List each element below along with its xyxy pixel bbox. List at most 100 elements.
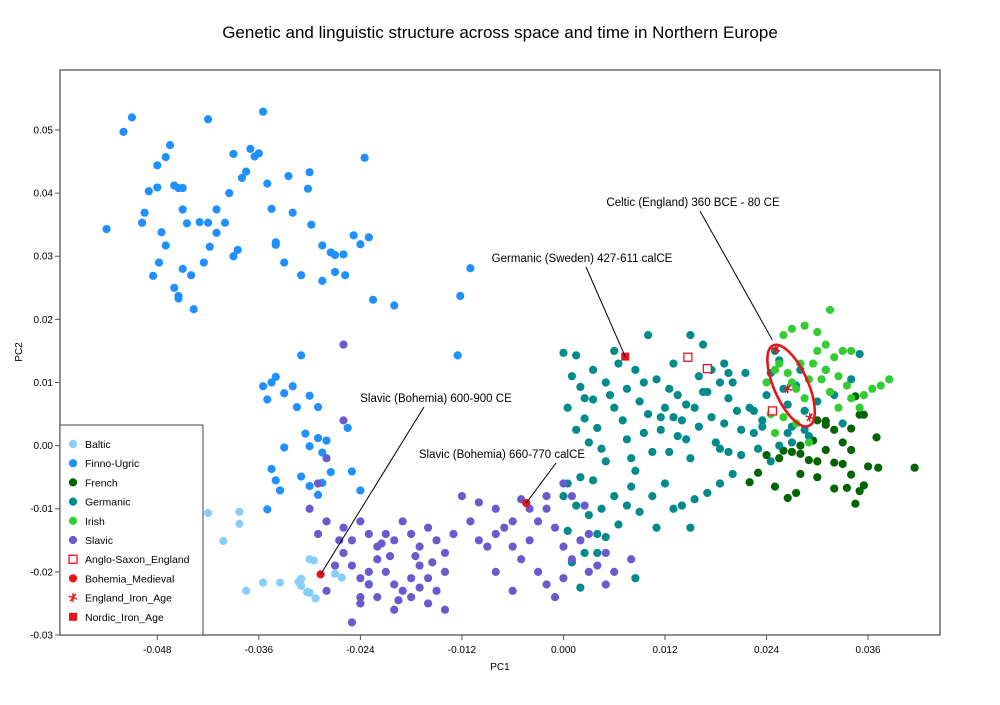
point-germanic [639,378,648,387]
point-slavic [440,605,450,614]
point-slavic [559,574,568,583]
point-irish [813,327,822,337]
point-finno-ugric [220,218,230,227]
x-axis-label: PC1 [490,662,510,673]
point-finno-ugric [157,228,166,237]
x-tick-label: 0.024 [754,645,779,656]
point-irish [885,375,894,384]
point-slavic [567,555,577,564]
legend-marker-french [68,478,78,487]
point-french [792,488,801,498]
annotation-label: Germanic (Sweden) 427-611 calCE [492,253,673,265]
point-french [787,447,797,457]
point-germanic [652,523,661,532]
point-germanic [576,382,585,392]
point-germanic [737,450,746,460]
point-baltic [275,578,285,587]
point-french [745,478,754,487]
point-slavic [339,523,348,532]
point-irish [808,359,818,368]
point-germanic [686,454,695,463]
legend-marker-finno-ugric [68,459,78,468]
point-germanic [698,340,708,349]
point-finno-ugric [360,153,369,162]
y-tick-label: 0.03 [34,252,54,263]
point-slavic [550,523,560,532]
point-germanic [572,351,581,360]
point-finno-ugric [339,250,348,259]
point-germanic [762,391,771,400]
point-irish [779,413,788,422]
point-slavic [423,523,433,532]
point-finno-ugric [280,389,289,398]
point-french [796,469,805,479]
point-slavic [394,596,403,605]
point-french [796,441,805,450]
point-finno-ugric [303,184,313,193]
point-germanic [669,359,678,368]
point-germanic [715,479,725,488]
y-tick-label: 0.01 [34,378,54,389]
point-germanic [588,365,598,374]
point-slavic [356,517,365,526]
y-tick-label: -0.03 [30,631,53,642]
point-finno-ugric [356,240,365,249]
point-germanic [631,365,640,374]
point-irish [792,384,801,393]
point-slavic [428,558,437,567]
point-irish [859,391,868,400]
legend-label-irish: Irish [85,516,105,528]
point-baltic [330,569,340,578]
point-germanic [728,378,737,387]
point-french [847,445,856,455]
point-slavic [593,561,602,570]
point-slavic [415,583,424,592]
point-germanic [605,391,615,400]
point-slavic [390,536,399,545]
point-finno-ugric [267,204,276,213]
point-slavic [533,567,543,576]
point-french [874,463,883,472]
point-irish [855,403,864,412]
point-germanic [677,501,687,510]
point-french [842,483,852,493]
annotation-leader-line [699,210,773,341]
point-germanic [597,504,606,513]
legend-marker-england-iron-age [68,593,78,603]
point-germanic [580,414,589,423]
point-germanic [567,372,577,381]
point-slavic [483,542,492,551]
point-slavic [508,586,517,595]
point-germanic [635,397,644,406]
point-slavic [305,504,314,513]
legend-label-bohemia-medieval: Bohemia_Medieval [85,573,174,585]
legend-label-germanic: Germanic [85,497,131,509]
point-finno-ugric [237,173,247,183]
point-slavic [423,599,433,608]
point-slavic [330,561,340,570]
point-french [859,481,868,490]
point-slavic [601,580,610,589]
legend-label-french: French [85,477,118,489]
point-slavic [415,561,424,570]
point-finno-ugric [153,183,162,192]
point-germanic [610,346,619,356]
point-slavic [466,517,475,526]
point-finno-ugric [161,241,170,250]
point-germanic [720,359,729,368]
point-french [804,456,813,465]
point-germanic [639,428,648,438]
point-germanic [787,438,797,447]
point-anglo-saxon-england [683,352,693,362]
point-irish [762,378,771,387]
annotation-leader-line [525,462,557,504]
y-tick-label: 0.00 [34,441,54,452]
point-slavic [313,479,323,488]
point-irish [783,368,792,378]
point-anglo-saxon-england [767,406,778,416]
point-finno-ugric [271,372,280,381]
point-slavic [423,574,433,583]
point-germanic [715,444,725,453]
point-germanic [631,466,640,475]
point-germanic [593,548,602,558]
